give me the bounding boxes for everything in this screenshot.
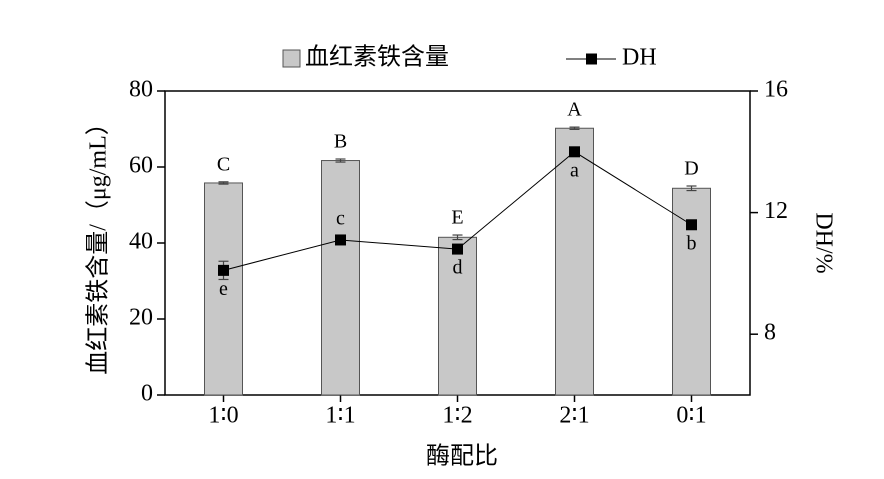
bar-letter: D [684, 158, 698, 180]
x-axis-label: 酶配比 [426, 443, 498, 470]
dh-marker [335, 234, 346, 246]
x-tick-label: 1∶0 [208, 403, 238, 429]
line-letter: a [570, 159, 579, 181]
legend-label: 血红素铁含量 [305, 44, 449, 71]
dh-marker [452, 243, 463, 255]
legend-label: DH [622, 45, 657, 71]
dh-marker [569, 146, 580, 158]
x-tick-label: 2∶1 [559, 403, 589, 429]
y-tick-label: 80 [129, 77, 153, 103]
bar-letter: B [334, 131, 347, 153]
bar [204, 182, 243, 396]
y-tick-label: 20 [129, 305, 153, 331]
error-bar [686, 185, 697, 192]
error-bar [218, 181, 229, 185]
bar-letter: E [451, 207, 463, 229]
bar-letter: A [567, 99, 582, 121]
y2-axis-label: DH/% [810, 212, 836, 273]
y-tick-label: 60 [129, 153, 153, 179]
error-bar [452, 234, 463, 241]
line-letter: b [687, 232, 697, 254]
y-tick-label: 0 [141, 381, 153, 407]
dh-marker [218, 264, 229, 276]
line-letter: c [336, 208, 345, 230]
bar [555, 127, 594, 396]
bar [438, 236, 477, 396]
x-tick-label: 0∶1 [676, 403, 706, 429]
dh-marker [686, 219, 697, 231]
error-bar [569, 126, 580, 130]
y2-tick-label: 16 [764, 77, 788, 103]
line-letter: e [219, 278, 228, 300]
bar-letter: C [217, 153, 230, 175]
y-tick-label: 40 [129, 229, 153, 255]
x-tick-label: 1∶2 [442, 403, 472, 429]
bar [321, 160, 360, 396]
y2-tick-label: 12 [764, 198, 788, 224]
legend-marker [586, 53, 597, 65]
legend-swatch [282, 49, 301, 68]
y2-tick-label: 8 [764, 320, 776, 346]
line-letter: d [453, 257, 463, 279]
error-bar [335, 158, 346, 163]
x-tick-label: 1∶1 [325, 403, 355, 429]
y-axis-label: 血红素铁含量/（μg/mL） [85, 111, 112, 375]
